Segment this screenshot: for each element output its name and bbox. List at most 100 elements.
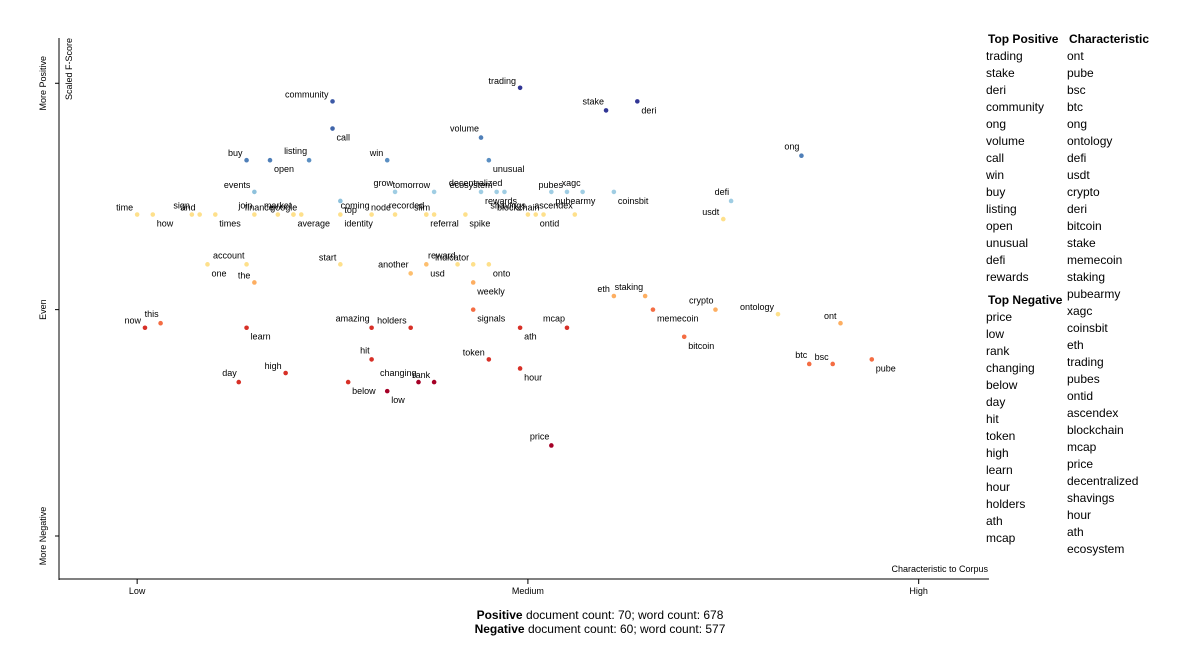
characteristic-term[interactable]: ath [1067,525,1084,539]
top-negative-term[interactable]: ath [986,514,1003,528]
point-unusual[interactable] [486,157,492,163]
point-bitcoin[interactable] [681,334,687,340]
top-negative-term[interactable]: high [986,446,1009,460]
characteristic-term[interactable]: ong [1067,117,1088,131]
top-negative-term[interactable]: day [986,395,1006,409]
point-listing[interactable] [306,157,312,163]
point-eth[interactable] [611,293,617,299]
point-signals[interactable] [470,307,476,312]
point-identity[interactable] [338,212,343,217]
characteristic-term[interactable]: ascendex [1067,406,1119,420]
characteristic-term[interactable]: stake [1067,236,1096,250]
top-positive-term[interactable]: open [986,219,1013,233]
point-the[interactable] [252,280,257,285]
point-shavings[interactable] [525,212,531,217]
characteristic-term[interactable]: bsc [1067,83,1086,97]
characteristic-term[interactable]: mcap [1067,440,1097,454]
point-pube[interactable] [869,357,875,362]
point-ecosystem[interactable] [494,189,499,195]
point-deri[interactable] [635,99,640,104]
point-price[interactable] [549,443,554,448]
point-pubes[interactable] [564,189,570,195]
point-low[interactable] [384,388,390,394]
point-ontology[interactable] [775,311,781,317]
point-learn[interactable] [244,325,249,331]
point-indicator[interactable] [470,262,476,267]
point-day[interactable] [236,379,242,385]
point-stake[interactable] [603,108,609,113]
characteristic-term[interactable]: decentralized [1067,474,1139,488]
point-crypto[interactable] [713,307,718,312]
point-another[interactable] [408,271,413,276]
point-onto[interactable] [486,262,492,267]
characteristic-term[interactable]: memecoin [1067,253,1123,267]
point-ontid[interactable] [533,212,539,217]
point-slim[interactable] [431,212,437,217]
point-sign[interactable] [189,212,195,217]
characteristic-term[interactable]: coinsbit [1067,321,1108,335]
top-negative-term[interactable]: holders [986,497,1026,511]
point-coinsbit[interactable] [611,189,617,195]
characteristic-term[interactable]: usdt [1067,168,1090,182]
point-open[interactable] [267,157,273,163]
point-blockchain[interactable] [541,212,546,217]
point-recorded[interactable] [424,212,429,217]
point-events[interactable] [252,189,257,195]
top-positive-term[interactable]: defi [986,253,1006,267]
point-times[interactable] [213,212,218,217]
characteristic-term[interactable]: pubes [1067,372,1100,386]
top-positive-term[interactable]: ong [986,117,1007,131]
point-weekly[interactable] [470,280,476,285]
characteristic-term[interactable]: ontology [1067,134,1113,148]
point-google[interactable] [298,212,304,217]
point-finance[interactable] [275,212,281,217]
top-positive-term[interactable]: stake [986,66,1015,80]
point-time[interactable] [134,212,140,217]
point-high[interactable] [283,370,288,376]
point-one[interactable] [205,262,210,267]
point-ascendex[interactable] [572,212,578,217]
top-negative-term[interactable]: low [986,327,1005,341]
point-decentralized[interactable] [502,189,507,195]
characteristic-term[interactable]: shavings [1067,491,1115,505]
point-btc[interactable] [806,361,812,367]
point-win[interactable] [384,157,390,163]
characteristic-term[interactable]: price [1067,457,1094,471]
point-token[interactable] [486,357,492,362]
characteristic-term[interactable]: btc [1067,100,1084,114]
characteristic-term[interactable]: blockchain [1067,423,1124,437]
point-coming[interactable] [369,212,374,217]
top-positive-term[interactable]: community [986,100,1045,114]
point-trading[interactable] [517,85,523,91]
point-below[interactable] [345,379,351,385]
point-hit[interactable] [369,357,374,362]
point-rewards[interactable] [478,189,484,195]
point-ong[interactable] [799,153,804,159]
point-and[interactable] [197,212,202,217]
point-ath[interactable] [517,325,523,331]
point-volume[interactable] [478,135,484,140]
top-positive-term[interactable]: win [986,168,1005,182]
point-usdt[interactable] [720,216,726,222]
point-defi[interactable] [728,198,734,204]
point-now[interactable] [142,325,148,331]
characteristic-term[interactable]: ont [1067,49,1084,63]
top-negative-term[interactable]: rank [986,344,1010,358]
top-negative-term[interactable]: token [986,429,1016,443]
top-negative-term[interactable]: below [986,378,1018,392]
top-positive-term[interactable]: rewards [986,270,1029,284]
point-amazing[interactable] [369,325,374,331]
characteristic-term[interactable]: hour [1067,508,1092,522]
characteristic-term[interactable]: ecosystem [1067,542,1125,556]
top-positive-term[interactable]: buy [986,185,1006,199]
characteristic-term[interactable]: defi [1067,151,1087,165]
characteristic-term[interactable]: xagc [1067,304,1093,318]
point-grow[interactable] [392,189,398,195]
characteristic-term[interactable]: eth [1067,338,1084,352]
point-join[interactable] [252,212,257,217]
point-memecoin[interactable] [650,307,656,312]
point-spike[interactable] [463,212,468,217]
point-market[interactable] [291,212,296,217]
characteristic-term[interactable]: bitcoin [1067,219,1102,233]
top-positive-term[interactable]: trading [986,49,1023,63]
